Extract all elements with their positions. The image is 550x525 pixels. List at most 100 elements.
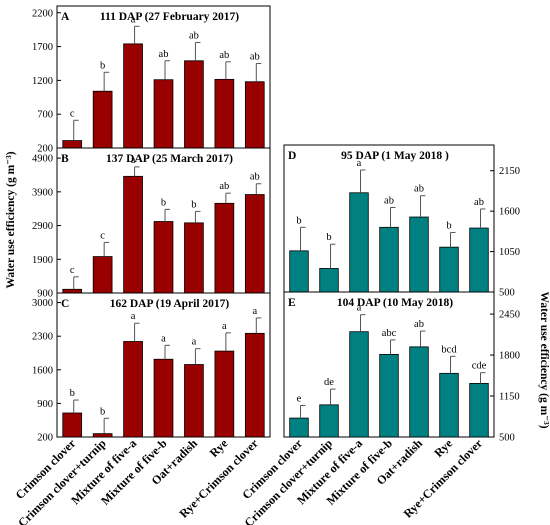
panel-E: 500 1150 1800 2450 E 104 DAP (10 May 2018) e de… bbox=[283, 291, 520, 444]
significance-letter: ab bbox=[414, 319, 424, 330]
significance-letter: a bbox=[131, 14, 136, 25]
bar bbox=[244, 194, 265, 294]
y-tick-label: 1050 bbox=[499, 247, 520, 258]
significance-letter: ab bbox=[250, 51, 260, 62]
panel-title: 104 DAP (10 May 2018) bbox=[337, 297, 453, 309]
y-tick-label: 2900 bbox=[32, 221, 53, 232]
left-y-axis-label: Water use efficiency (g m⁻³) bbox=[5, 151, 17, 288]
y-tick-label: 4900 bbox=[32, 154, 53, 165]
y-tick-label: 3000 bbox=[32, 298, 53, 309]
significance-letter: b bbox=[191, 199, 196, 210]
bar bbox=[439, 372, 459, 438]
significance-letter: b bbox=[161, 197, 166, 208]
significance-letter: a bbox=[252, 306, 257, 317]
bar bbox=[244, 332, 265, 438]
bar bbox=[409, 346, 429, 438]
significance-letter: bcd bbox=[441, 344, 457, 355]
bar bbox=[319, 268, 339, 293]
bar bbox=[62, 288, 83, 294]
right-y-axis-label: Water use efficiency (g m⁻³) bbox=[538, 291, 550, 428]
bar bbox=[153, 358, 174, 438]
y-tick-label: 1800 bbox=[499, 351, 520, 362]
bar bbox=[319, 404, 339, 438]
bar bbox=[123, 175, 143, 294]
bar bbox=[349, 192, 369, 293]
significance-letter: abc bbox=[382, 328, 397, 339]
y-tick-label: 2300 bbox=[32, 332, 53, 343]
significance-letter: a bbox=[222, 321, 227, 332]
bar bbox=[289, 250, 309, 293]
y-tick-label: 2450 bbox=[499, 310, 520, 321]
panel-letter: C bbox=[61, 298, 69, 310]
significance-letter: b bbox=[446, 220, 451, 231]
significance-letter: a bbox=[161, 333, 166, 344]
bar bbox=[184, 364, 204, 438]
y-tick-label: 1700 bbox=[32, 42, 53, 53]
y-tick-label: 3900 bbox=[32, 187, 53, 198]
y-tick-label: 1200 bbox=[32, 76, 53, 87]
significance-letter: a bbox=[357, 158, 362, 169]
panel-title: 111 DAP (27 February 2017) bbox=[100, 11, 239, 23]
panel-A: 200 700 1200 1700 2200 A 111 DAP (27 February … bbox=[32, 5, 271, 155]
significance-letter: b bbox=[296, 215, 301, 226]
y-tick-label: 900 bbox=[37, 399, 53, 410]
significance-letter: e bbox=[297, 393, 302, 404]
significance-letter: b bbox=[326, 232, 331, 243]
significance-letter: ab bbox=[250, 172, 260, 183]
significance-letter: b bbox=[100, 406, 105, 417]
panel-title: 95 DAP (1 May 2018 ) bbox=[341, 150, 449, 162]
significance-letter: ab bbox=[474, 197, 484, 208]
category-label: Rye bbox=[431, 436, 455, 460]
y-tick-label: 200 bbox=[37, 433, 53, 444]
bar bbox=[92, 90, 113, 149]
bar bbox=[123, 341, 143, 438]
y-tick-label: 2200 bbox=[32, 8, 53, 19]
panel-letter: E bbox=[288, 297, 296, 309]
significance-letter: ab bbox=[159, 49, 169, 60]
bar bbox=[214, 78, 235, 149]
significance-letter: c bbox=[70, 108, 75, 119]
bar bbox=[153, 221, 174, 294]
bar bbox=[289, 417, 309, 438]
significance-letter: a bbox=[357, 303, 362, 314]
significance-letter: b bbox=[100, 60, 105, 71]
significance-letter: c bbox=[70, 265, 75, 276]
bar bbox=[184, 60, 204, 149]
bar bbox=[123, 43, 143, 149]
y-tick-label: 1600 bbox=[32, 365, 53, 376]
panel-letter: B bbox=[61, 153, 69, 165]
category-label: Rye bbox=[207, 436, 231, 460]
significance-letter: c bbox=[100, 230, 105, 241]
significance-letter: ab bbox=[219, 50, 229, 61]
bar bbox=[469, 383, 489, 438]
y-tick-label: 500 bbox=[499, 433, 515, 444]
significance-letter: de bbox=[324, 377, 334, 388]
significance-letter: a bbox=[192, 337, 197, 348]
bar bbox=[92, 256, 113, 294]
bar bbox=[62, 140, 83, 149]
significance-letter: ab bbox=[189, 31, 199, 42]
panel-letter: A bbox=[61, 11, 70, 23]
bar bbox=[214, 350, 235, 438]
bar bbox=[244, 81, 265, 149]
bar bbox=[439, 246, 459, 293]
significance-letter: ab bbox=[219, 181, 229, 192]
significance-letter: a bbox=[131, 155, 136, 166]
y-tick-label: 1150 bbox=[499, 392, 520, 403]
bar bbox=[379, 226, 399, 293]
panel-C: 200 900 1600 2300 3000 C 162 DAP (19 April 201… bbox=[32, 292, 271, 444]
panel-title: 162 DAP (19 April 2017) bbox=[110, 298, 230, 310]
panel-letter: D bbox=[288, 150, 296, 162]
y-tick-label: 200 bbox=[37, 144, 53, 155]
bar bbox=[379, 354, 399, 438]
bar bbox=[469, 227, 489, 293]
y-tick-label: 1900 bbox=[32, 255, 53, 266]
significance-letter: cde bbox=[472, 361, 487, 372]
bar bbox=[409, 216, 429, 293]
panel-D: 500 1050 1600 2150 D 95 DAP (1 May 2018 ) b b a a… bbox=[283, 144, 520, 299]
y-tick-label: 1600 bbox=[499, 207, 520, 218]
significance-letter: b bbox=[70, 388, 75, 399]
panel-title: 137 DAP (25 March 2017) bbox=[106, 153, 233, 165]
